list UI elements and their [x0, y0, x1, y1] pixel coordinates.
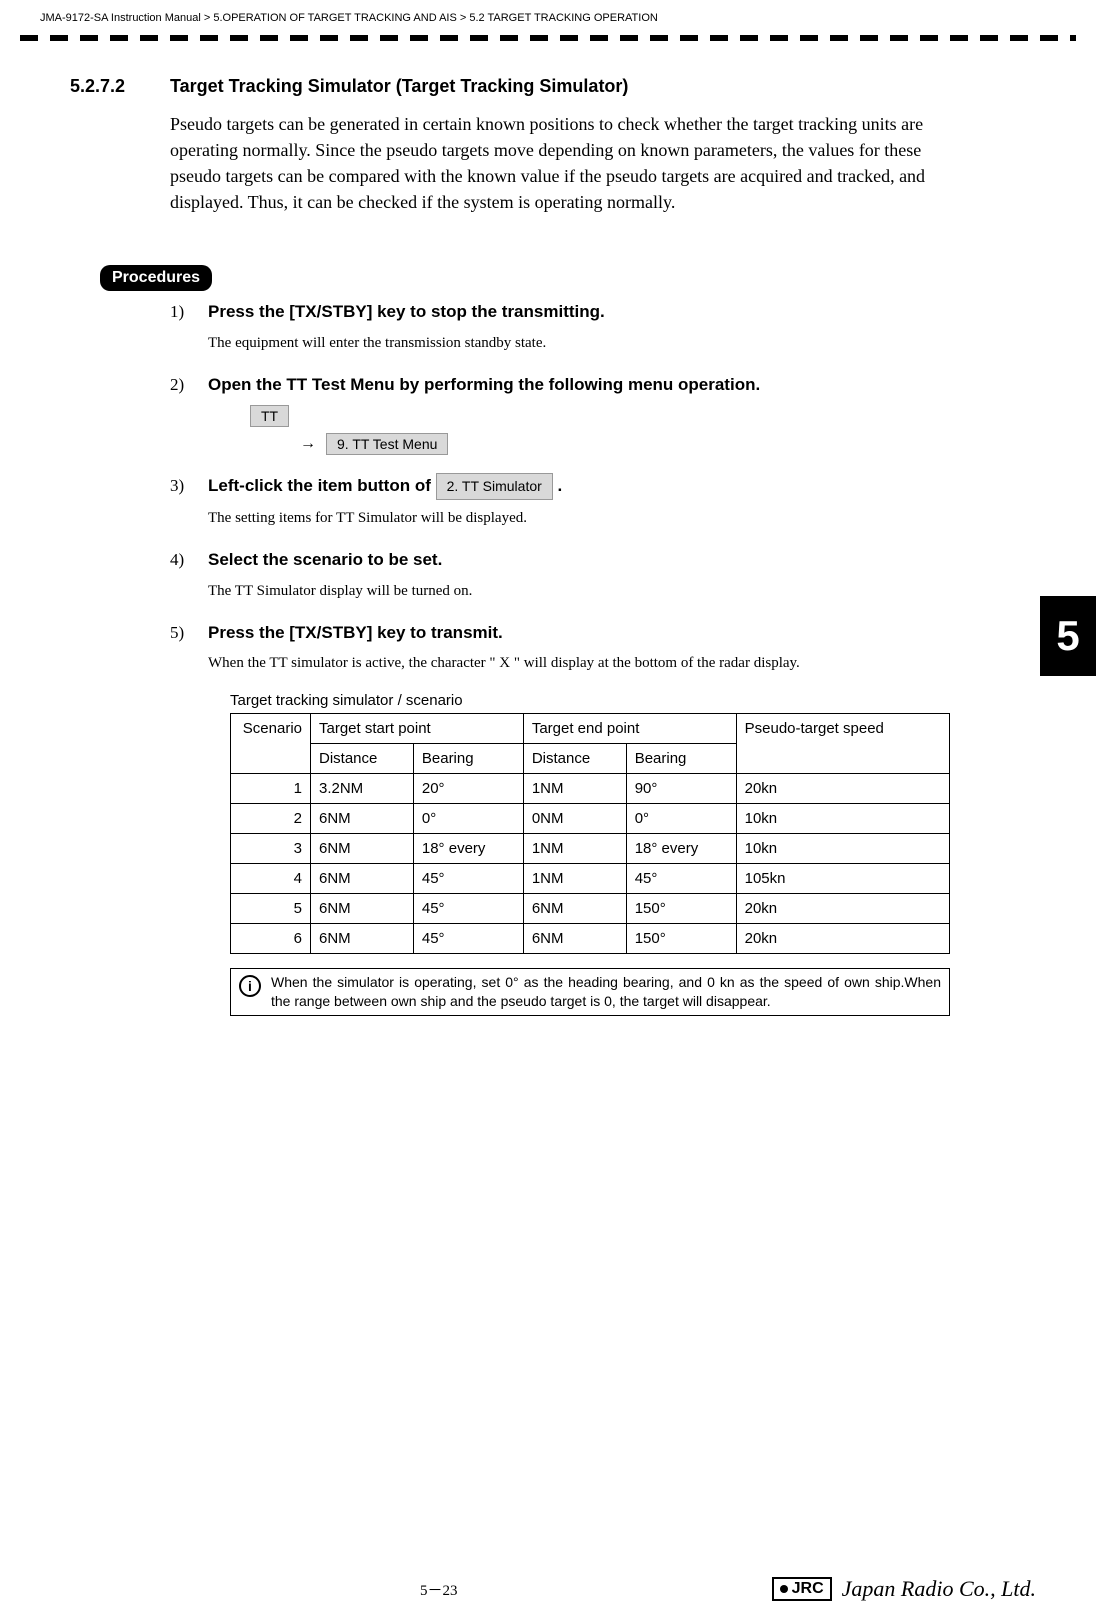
brand-name: Japan Radio Co., Ltd.: [842, 1576, 1036, 1602]
section-body: Pseudo targets can be generated in certa…: [170, 111, 976, 215]
col-scenario: Scenario: [231, 714, 311, 774]
table-cell: 18° every: [413, 834, 523, 864]
step-3: 3) Left-click the item button of 2. TT S…: [170, 473, 976, 529]
table-row: 46NM45°1NM45°105kn: [231, 864, 950, 894]
table-row: 66NM45°6NM150°20kn: [231, 924, 950, 954]
table-cell: 20°: [413, 774, 523, 804]
table-cell: 1NM: [523, 774, 626, 804]
table-cell: 6NM: [311, 804, 414, 834]
jrc-dot-icon: [780, 1585, 788, 1593]
tt-button[interactable]: TT: [250, 405, 289, 427]
table-cell: 45°: [413, 924, 523, 954]
table-cell: 3.2NM: [311, 774, 414, 804]
col-start-bearing: Bearing: [413, 744, 523, 774]
table-cell: 6NM: [311, 864, 414, 894]
table-cell: 20kn: [736, 894, 949, 924]
table-cell: 1: [231, 774, 311, 804]
table-cell: 0NM: [523, 804, 626, 834]
page-footer: 5－23 JRC Japan Radio Co., Ltd.: [0, 1576, 1096, 1602]
jrc-text: JRC: [792, 1580, 824, 1598]
step-body: The setting items for TT Simulator will …: [208, 508, 976, 529]
table-cell: 20kn: [736, 774, 949, 804]
step-title: Press the [TX/STBY] key to transmit.: [208, 620, 976, 646]
arrow-icon: →: [300, 435, 316, 452]
step-2: 2) Open the TT Test Menu by performing t…: [170, 372, 976, 456]
table-header-row-1: Scenario Target start point Target end p…: [231, 714, 950, 744]
jrc-logo: JRC: [772, 1577, 832, 1601]
info-note: i When the simulator is operating, set 0…: [230, 968, 950, 1016]
table-row: 26NM0°0NM0°10kn: [231, 804, 950, 834]
page-number: 5－23: [420, 1579, 458, 1600]
table-cell: 45°: [413, 894, 523, 924]
table-cell: 105kn: [736, 864, 949, 894]
table-cell: 1NM: [523, 834, 626, 864]
col-start-distance: Distance: [311, 744, 414, 774]
table-cell: 4: [231, 864, 311, 894]
tt-test-menu-button[interactable]: 9. TT Test Menu: [326, 433, 448, 455]
chapter-tab: 5: [1040, 596, 1096, 676]
table-cell: 20kn: [736, 924, 949, 954]
table-cell: 0°: [626, 804, 736, 834]
table-cell: 6NM: [523, 924, 626, 954]
dashed-divider: [20, 30, 1076, 46]
step-title-prefix: Left-click the item button of: [208, 476, 436, 495]
section-title: Target Tracking Simulator (Target Tracki…: [170, 76, 976, 97]
info-icon: i: [239, 975, 261, 997]
table-cell: 45°: [413, 864, 523, 894]
step-title: Select the scenario to be set.: [208, 547, 976, 573]
table-cell: 10kn: [736, 834, 949, 864]
step-number: 4): [170, 550, 208, 570]
table-caption: Target tracking simulator / scenario: [230, 692, 976, 709]
col-end: Target end point: [523, 714, 736, 744]
step-title: Open the TT Test Menu by performing the …: [208, 372, 976, 398]
col-start: Target start point: [311, 714, 524, 744]
section-heading: 5.2.7.2 Target Tracking Simulator (Targe…: [70, 76, 976, 97]
table-cell: 10kn: [736, 804, 949, 834]
table-cell: 6NM: [523, 894, 626, 924]
table-cell: 6NM: [311, 924, 414, 954]
step-body: The TT Simulator display will be turned …: [208, 581, 976, 602]
brand: JRC Japan Radio Co., Ltd.: [772, 1576, 1036, 1602]
page-content: 5.2.7.2 Target Tracking Simulator (Targe…: [0, 76, 1096, 1016]
menu-path: TT → 9. TT Test Menu: [250, 405, 976, 455]
col-end-bearing: Bearing: [626, 744, 736, 774]
step-1: 1) Press the [TX/STBY] key to stop the t…: [170, 299, 976, 354]
step-body: When the TT simulator is active, the cha…: [208, 653, 976, 674]
table-cell: 90°: [626, 774, 736, 804]
table-cell: 150°: [626, 924, 736, 954]
col-speed: Pseudo-target speed: [736, 714, 949, 774]
table-cell: 45°: [626, 864, 736, 894]
procedures-label: Procedures: [100, 265, 212, 291]
col-end-distance: Distance: [523, 744, 626, 774]
table-cell: 5: [231, 894, 311, 924]
step-number: 2): [170, 375, 208, 395]
step-5: 5) Press the [TX/STBY] key to transmit. …: [170, 620, 976, 675]
table-cell: 18° every: [626, 834, 736, 864]
step-number: 3): [170, 476, 208, 496]
table-cell: 3: [231, 834, 311, 864]
step-title: Press the [TX/STBY] key to stop the tran…: [208, 299, 976, 325]
scenario-table: Scenario Target start point Target end p…: [230, 713, 950, 954]
table-cell: 150°: [626, 894, 736, 924]
table-row: 13.2NM20°1NM90°20kn: [231, 774, 950, 804]
info-text: When the simulator is operating, set 0° …: [271, 973, 941, 1011]
step-title-suffix: .: [558, 476, 563, 495]
table-cell: 1NM: [523, 864, 626, 894]
tt-simulator-button[interactable]: 2. TT Simulator: [436, 473, 553, 500]
table-row: 56NM45°6NM150°20kn: [231, 894, 950, 924]
step-title: Left-click the item button of 2. TT Simu…: [208, 473, 976, 500]
table-cell: 0°: [413, 804, 523, 834]
step-4: 4) Select the scenario to be set. The TT…: [170, 547, 976, 602]
table-cell: 2: [231, 804, 311, 834]
step-number: 5): [170, 623, 208, 643]
table-cell: 6: [231, 924, 311, 954]
section-number: 5.2.7.2: [70, 76, 170, 97]
step-number: 1): [170, 302, 208, 322]
breadcrumb: JMA-9172-SA Instruction Manual > 5.OPERA…: [0, 0, 1096, 30]
table-row: 36NM18° every1NM18° every10kn: [231, 834, 950, 864]
table-cell: 6NM: [311, 894, 414, 924]
table-cell: 6NM: [311, 834, 414, 864]
step-body: The equipment will enter the transmissio…: [208, 333, 976, 354]
